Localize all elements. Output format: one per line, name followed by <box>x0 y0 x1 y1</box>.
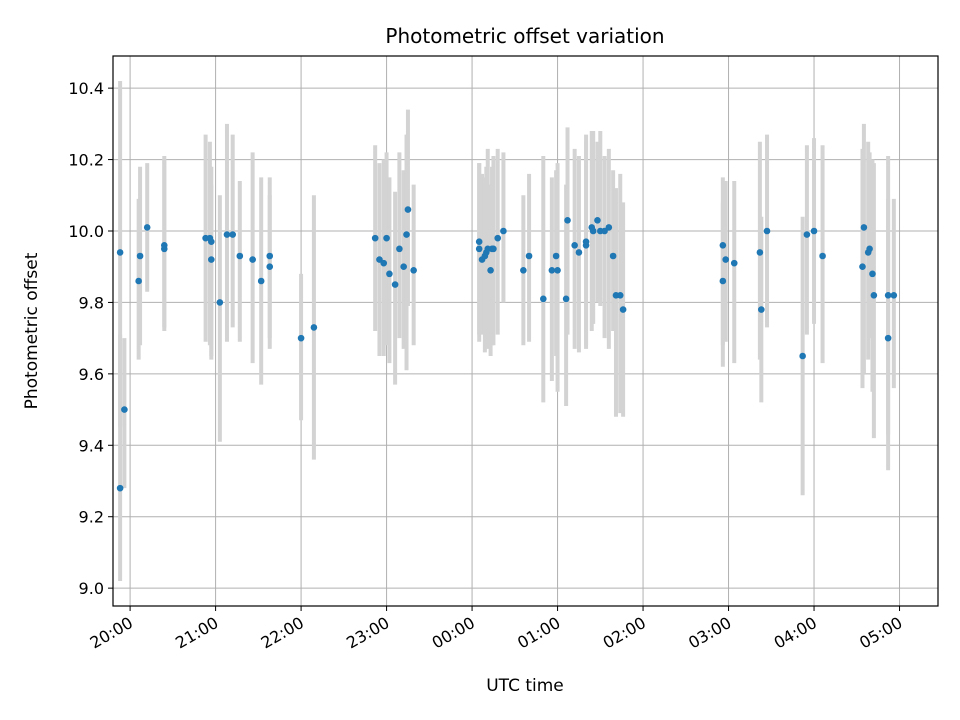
data-point <box>494 234 502 242</box>
data-point <box>819 252 826 260</box>
data-point <box>500 227 507 235</box>
data-point <box>475 245 483 253</box>
data-point <box>223 231 231 238</box>
data-point <box>266 263 274 271</box>
data-point <box>870 291 878 299</box>
data-point <box>810 227 818 235</box>
y-tick-label: 10.0 <box>68 222 104 241</box>
y-tick-label: 9.8 <box>79 293 104 312</box>
data-point <box>310 324 318 331</box>
data-point <box>594 216 601 224</box>
data-point <box>208 238 215 246</box>
data-point <box>554 266 561 274</box>
data-point <box>257 277 265 285</box>
data-point <box>371 234 379 242</box>
data-point <box>490 245 497 253</box>
data-point <box>525 252 533 260</box>
data-point <box>135 277 142 285</box>
x-axis-label: UTC time <box>486 676 564 696</box>
data-point <box>562 295 570 303</box>
data-point <box>391 281 399 288</box>
data-point <box>116 484 124 492</box>
y-tick-label: 9.0 <box>79 579 104 598</box>
data-point <box>380 259 388 267</box>
y-tick-label: 9.6 <box>79 365 104 384</box>
data-point <box>859 263 866 271</box>
data-point <box>799 352 806 360</box>
data-point <box>266 252 274 260</box>
data-point <box>605 224 613 231</box>
data-point <box>575 249 583 256</box>
plot-frame <box>112 55 939 607</box>
y-tick-label: 9.2 <box>79 508 104 527</box>
chart-title: Photometric offset variation <box>385 24 664 48</box>
data-point <box>722 256 729 263</box>
y-tick-label: 9.4 <box>79 436 104 455</box>
data-point <box>719 241 727 249</box>
data-point <box>116 249 124 256</box>
data-point <box>619 306 627 313</box>
data-point <box>383 234 390 242</box>
data-point <box>297 334 305 342</box>
y-axis-ticks: 9.0 9.2 9.4 9.6 9.8 10.0 10.2 10.4 <box>68 79 113 598</box>
grid-layer <box>113 56 938 606</box>
data-point <box>216 299 224 306</box>
data-point <box>136 252 144 260</box>
data-point <box>552 252 560 260</box>
data-point <box>143 224 151 231</box>
y-tick-label: 10.2 <box>68 151 104 170</box>
data-point <box>866 245 873 253</box>
data-point <box>609 252 617 260</box>
data-point <box>404 206 412 213</box>
data-point <box>763 227 771 235</box>
data-point <box>249 256 256 263</box>
data-point <box>571 241 578 249</box>
data-point <box>730 259 738 267</box>
data-point <box>386 270 393 278</box>
data-point <box>410 266 417 274</box>
data-point <box>520 266 527 274</box>
data-point <box>869 270 876 278</box>
data-point <box>884 334 892 342</box>
data-point <box>229 231 236 238</box>
data-point <box>121 406 128 413</box>
data-point <box>160 245 168 253</box>
y-axis-label: Photometric offset <box>22 252 42 409</box>
data-point <box>884 291 892 299</box>
y-tick-label: 10.4 <box>68 79 104 98</box>
data-point <box>208 256 215 263</box>
data-point <box>719 277 727 285</box>
data-point <box>487 266 494 274</box>
data-point <box>564 216 571 224</box>
data-point <box>548 266 556 274</box>
data-point <box>400 263 407 271</box>
data-point <box>860 224 868 231</box>
data-point <box>803 231 811 238</box>
data-point <box>616 291 624 299</box>
point-layer <box>116 206 898 492</box>
data-point <box>475 238 483 246</box>
data-point <box>758 306 765 313</box>
data-point <box>890 291 898 299</box>
data-point <box>236 252 244 260</box>
data-point <box>756 249 764 256</box>
data-point <box>582 238 590 246</box>
data-point <box>540 295 547 303</box>
data-point <box>589 227 597 235</box>
data-point <box>396 245 403 253</box>
data-point <box>403 231 410 238</box>
